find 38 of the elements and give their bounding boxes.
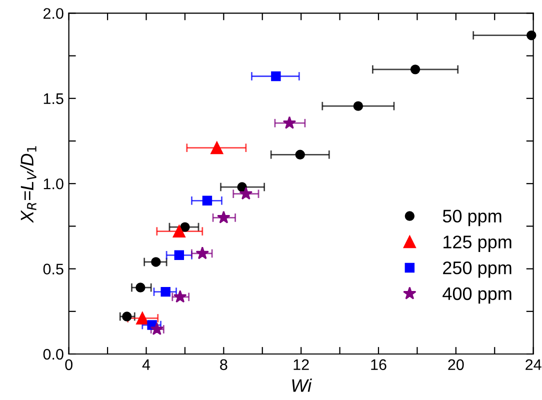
y-tick-label: 0.5 [43, 264, 64, 274]
point [196, 246, 210, 260]
legend-label: 400 ppm [442, 287, 512, 304]
point [122, 312, 132, 322]
legend-label: 250 ppm [443, 261, 512, 278]
point [151, 257, 161, 267]
x-axis-title: Wi [292, 378, 312, 392]
point [210, 142, 224, 154]
x-tick-label: 20 [448, 359, 464, 370]
y-tick-label: 2.0 [44, 8, 64, 19]
y-tick-label: 1.5 [44, 93, 64, 104]
point [173, 290, 187, 303]
point [526, 30, 536, 40]
y-tick-label: 0.0 [43, 348, 64, 360]
x-tick-label: 8 [220, 359, 228, 370]
point [353, 101, 364, 111]
point [180, 222, 190, 232]
point [136, 282, 146, 292]
x-tick-label: 24 [526, 359, 542, 370]
point [282, 116, 296, 129]
point [239, 186, 253, 200]
y-axis-title: X$_{R}$=L$_{V}$/D$_{1}$ [20, 146, 36, 224]
point [217, 210, 230, 224]
point [410, 64, 420, 74]
point [295, 150, 305, 160]
point [202, 196, 212, 206]
x-tick-label: 16 [371, 359, 386, 370]
x-tick-label: 12 [294, 359, 309, 370]
x-tick-label: 0 [65, 359, 72, 370]
point [174, 250, 184, 260]
legend-label: 50 ppm [442, 210, 502, 226]
point [271, 71, 281, 82]
y-tick-label: 1.0 [44, 178, 64, 190]
x-tick-label: 4 [142, 359, 150, 370]
point [136, 312, 149, 324]
point [160, 286, 170, 297]
point [172, 225, 186, 238]
legend-label: 125 ppm [444, 236, 512, 252]
